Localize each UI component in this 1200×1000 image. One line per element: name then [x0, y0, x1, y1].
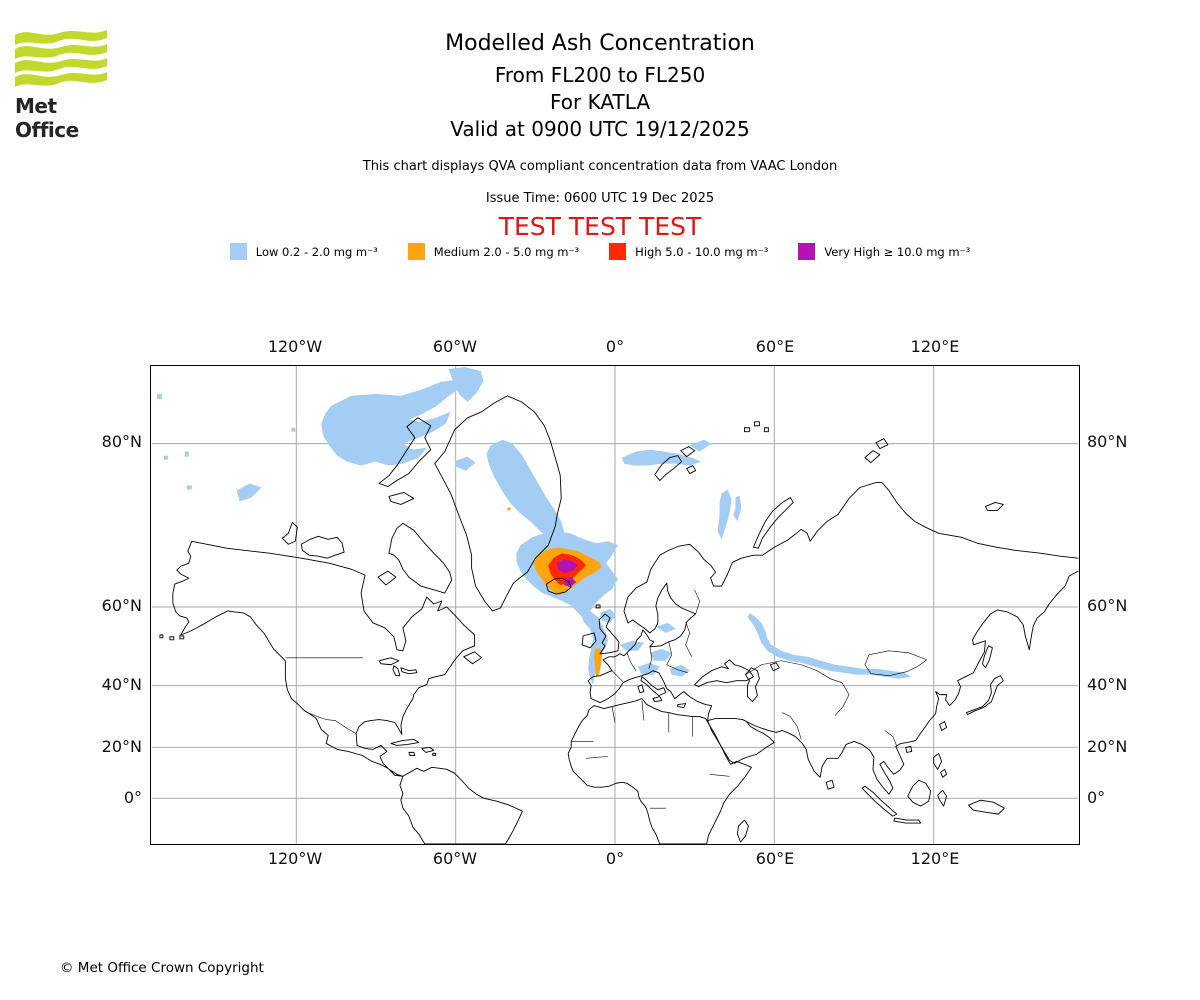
legend-label-high: High 5.0 - 10.0 mg m⁻³	[635, 244, 769, 259]
x-tick-top-120w: 120°W	[267, 337, 323, 356]
x-tick-bottom-120w: 120°W	[267, 849, 323, 868]
x-tick-bottom-60w: 60°W	[432, 849, 478, 868]
y-tick-right-20n: 20°N	[1087, 737, 1128, 756]
met-office-logo-waves	[15, 30, 107, 87]
legend-swatch-very-high	[798, 243, 816, 260]
x-tick-bottom-0: 0°	[605, 849, 625, 868]
coastlines	[159, 395, 1079, 845]
y-tick-left-20n: 20°N	[101, 737, 142, 756]
valid-time-subtitle: Valid at 0900 UTC 19/12/2025	[450, 117, 750, 141]
x-tick-bottom-60e: 60°E	[755, 849, 795, 868]
legend-swatch-medium	[407, 243, 425, 260]
x-tick-top-60w: 60°W	[432, 337, 478, 356]
y-tick-left-0: 0°	[123, 788, 142, 807]
y-tick-left-80n: 80°N	[101, 432, 142, 451]
legend-swatch-low	[229, 243, 247, 260]
volcano-subtitle: For KATLA	[550, 90, 650, 114]
met-office-logo-text: Met Office	[15, 94, 79, 142]
x-tick-top-0: 0°	[605, 337, 625, 356]
issue-time: Issue Time: 0600 UTC 19 Dec 2025	[485, 191, 715, 206]
legend-label-medium: Medium 2.0 - 5.0 mg m⁻³	[433, 244, 580, 259]
ash-plume-low	[156, 366, 911, 685]
y-tick-left-60n: 60°N	[101, 596, 142, 615]
page-title: Modelled Ash Concentration	[445, 31, 755, 56]
country-borders	[285, 589, 927, 809]
y-tick-right-0: 0°	[1087, 788, 1106, 807]
y-tick-right-40n: 40°N	[1087, 675, 1128, 694]
legend-swatch-high	[609, 243, 627, 260]
legend-item-high: High 5.0 - 10.0 mg m⁻³	[609, 243, 768, 260]
legend-item-low: Low 0.2 - 2.0 mg m⁻³	[229, 243, 378, 260]
legend-item-very-high: Very High ≥ 10.0 mg m⁻³	[798, 243, 970, 260]
x-tick-top-120e: 120°E	[910, 337, 960, 356]
qva-description: This chart displays QVA compliant concen…	[362, 159, 838, 174]
met-office-logo: Met Office	[15, 26, 125, 142]
legend-item-medium: Medium 2.0 - 5.0 mg m⁻³	[407, 243, 580, 260]
legend-label-low: Low 0.2 - 2.0 mg m⁻³	[255, 244, 378, 259]
flight-level-subtitle: From FL200 to FL250	[494, 63, 706, 87]
x-tick-bottom-120e: 120°E	[910, 849, 960, 868]
ash-plume-very-high	[556, 559, 579, 588]
map-canvas	[151, 366, 1079, 845]
concentration-legend: Low 0.2 - 2.0 mg m⁻³ Medium 2.0 - 5.0 mg…	[0, 243, 1200, 260]
test-banner: TEST TEST TEST	[498, 212, 702, 241]
world-map	[150, 365, 1080, 845]
x-tick-top-60e: 60°E	[755, 337, 795, 356]
legend-label-very-high: Very High ≥ 10.0 mg m⁻³	[824, 244, 971, 259]
y-tick-right-60n: 60°N	[1087, 596, 1128, 615]
y-tick-left-40n: 40°N	[101, 675, 142, 694]
y-tick-right-80n: 80°N	[1087, 432, 1128, 451]
copyright-notice: © Met Office Crown Copyright	[60, 960, 264, 976]
graticule	[151, 366, 1079, 844]
